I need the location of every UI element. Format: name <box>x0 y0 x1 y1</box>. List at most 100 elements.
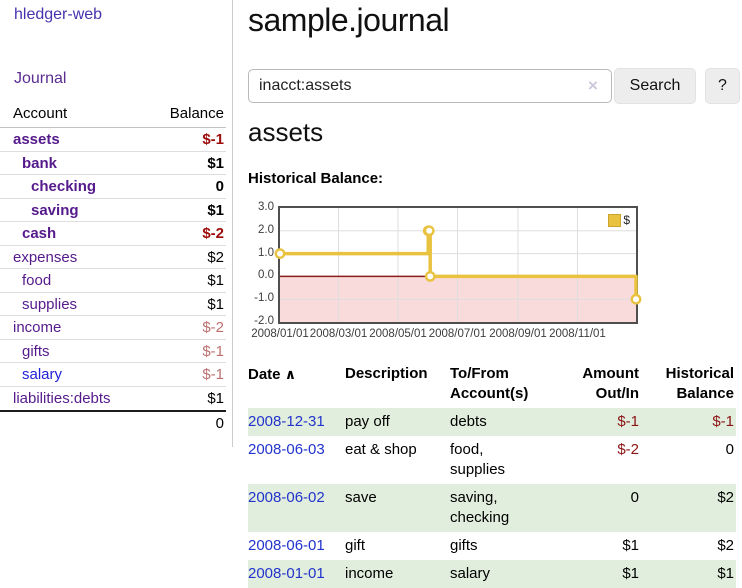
account-link-supplies[interactable]: supplies <box>22 295 78 313</box>
transaction-date-link[interactable]: 2008-01-01 <box>248 565 325 582</box>
account-link-food[interactable]: food <box>22 272 52 289</box>
transaction-amount: $-2 <box>617 441 639 458</box>
sidebar-account-tree: Account Balance assets $-1 bank $1 checking 0… <box>0 102 226 435</box>
account-column-header: Account <box>13 105 68 122</box>
register-row: 2008-06-01 gift gifts $1 $2 <box>248 532 736 560</box>
y-axis-tick-label: 0.0 <box>258 269 274 282</box>
historical-balance-chart: 3.0 2.0 1.0 0.0 -1.0 -2.0 $ 2008/01/01 2008/03… <box>248 198 740 343</box>
account-link-saving[interactable]: saving <box>31 201 79 219</box>
x-axis-tick-label: 2008/03/01 <box>309 328 368 340</box>
sort-ascending-icon: ∧ <box>284 366 297 382</box>
account-tree-row: salary $-1 <box>0 363 226 387</box>
page-title: sample.journal <box>248 2 450 38</box>
y-axis-tick-label: 2.0 <box>258 223 274 236</box>
register-row: 2008-12-31 pay off debts $-1 $-1 <box>248 408 736 436</box>
column-header-description[interactable]: Description <box>345 365 428 382</box>
transaction-date-link[interactable]: 2008-06-02 <box>248 489 325 506</box>
account-balance: $1 <box>207 389 224 407</box>
x-axis-tick-label: 2008/05/01 <box>369 328 427 340</box>
account-link-cash[interactable]: cash <box>22 225 57 242</box>
transaction-balance: $2 <box>717 537 734 554</box>
account-tree-row: saving $1 <box>0 199 226 222</box>
transaction-amount: 0 <box>630 489 639 506</box>
x-axis-tick-label: 2008/01/01 <box>251 328 309 340</box>
register-row: 2008-01-01 income salary $1 $1 <box>248 560 736 588</box>
transaction-balance: $-1 <box>712 413 734 430</box>
account-tree-row: gifts $-1 <box>0 340 226 363</box>
account-link-expenses[interactable]: expenses <box>13 248 78 266</box>
y-axis-tick-label: -2.0 <box>254 315 274 327</box>
account-balance: $-1 <box>202 131 224 148</box>
transaction-balance: $2 <box>717 489 734 506</box>
y-axis-tick-label: 1.0 <box>258 246 274 259</box>
sidebar-divider <box>232 0 233 447</box>
transaction-balance: $1 <box>717 565 734 582</box>
account-balance: $-1 <box>202 366 224 383</box>
account-tree-row: expenses $2 <box>0 246 226 269</box>
account-balance: $1 <box>207 295 224 313</box>
y-axis-tick-label: -1.0 <box>254 292 274 305</box>
account-balance: $2 <box>207 248 224 266</box>
chart-legend: $ <box>606 212 632 228</box>
account-link-checking[interactable]: checking <box>31 178 97 195</box>
account-link-salary[interactable]: salary <box>22 366 63 383</box>
column-header-amount[interactable]: Amount Out/In <box>582 365 639 402</box>
transaction-accounts: gifts <box>450 537 478 554</box>
help-button[interactable]: ? <box>705 68 740 104</box>
search-input[interactable] <box>248 69 612 103</box>
register-row: 2008-06-03 eat & shop food, supplies $-2 0 <box>248 436 736 484</box>
balance-column-header: Balance <box>169 105 224 122</box>
x-axis-tick-label: 2008/11/01 <box>549 328 606 340</box>
account-balance: $-1 <box>202 342 224 360</box>
register-row: 2008-06-02 save saving, checking 0 $2 <box>248 484 736 532</box>
transaction-date-link[interactable]: 2008-12-31 <box>248 413 325 430</box>
chart-title: Historical Balance: <box>248 170 384 187</box>
account-link-assets[interactable]: assets <box>13 131 60 148</box>
transaction-description: income <box>345 565 394 582</box>
account-tree-row: cash $-2 <box>0 222 226 246</box>
transaction-date-link[interactable]: 2008-06-03 <box>248 441 325 458</box>
search-form: × Search ? <box>248 68 740 106</box>
transaction-accounts: saving, checking <box>450 489 510 526</box>
y-axis-tick-label: 3.0 <box>258 201 274 213</box>
account-tree-row: checking 0 <box>0 175 226 199</box>
account-tree-row: liabilities:debts $1 <box>0 387 226 411</box>
account-balance: 0 <box>215 178 224 195</box>
transaction-accounts: salary <box>450 565 491 582</box>
register-table: Date ∧ Description To/From Account(s) Am… <box>248 362 736 588</box>
transaction-date-link[interactable]: 2008-06-01 <box>248 537 325 554</box>
x-axis-tick-label: 2008/07/01 <box>428 328 487 340</box>
transaction-accounts: debts <box>450 413 487 430</box>
transaction-description: eat & shop <box>345 441 417 458</box>
column-header-date[interactable]: Date ∧ <box>248 366 297 383</box>
chart-plot-area: $ <box>274 206 642 324</box>
sidebar-item-journal[interactable]: Journal <box>14 70 67 87</box>
account-tree-row: supplies $1 <box>0 293 226 316</box>
total-balance: 0 <box>215 415 224 432</box>
account-link-bank[interactable]: bank <box>22 154 58 172</box>
account-heading: assets <box>248 117 324 147</box>
account-balance: $1 <box>207 201 224 219</box>
search-button[interactable]: Search <box>614 68 696 104</box>
account-tree-row: income $-2 <box>0 316 226 340</box>
transaction-description: gift <box>345 537 366 554</box>
transaction-description: pay off <box>345 413 390 430</box>
account-link-income[interactable]: income <box>13 319 62 336</box>
account-tree-header: Account Balance <box>0 102 226 128</box>
transaction-description: save <box>345 489 377 506</box>
transaction-amount: $1 <box>622 565 639 582</box>
account-balance: $1 <box>207 154 224 172</box>
legend-label: $ <box>623 213 630 227</box>
transaction-balance: 0 <box>725 441 734 458</box>
account-tree-row: food $1 <box>0 269 226 293</box>
column-header-accounts[interactable]: To/From Account(s) <box>450 365 529 402</box>
account-link-gifts[interactable]: gifts <box>22 342 50 360</box>
x-axis-tick-label: 2008/09/01 <box>489 328 547 340</box>
column-header-balance[interactable]: Historical Balance <box>665 365 734 402</box>
account-balance: $-2 <box>202 225 224 242</box>
transaction-accounts: food, supplies <box>450 441 506 478</box>
account-link-liabilities-debts[interactable]: liabilities:debts <box>13 389 111 407</box>
app-brand-link[interactable]: hledger-web <box>14 6 103 23</box>
register-header-row: Date ∧ Description To/From Account(s) Am… <box>248 362 736 408</box>
clear-search-icon[interactable]: × <box>588 76 598 95</box>
